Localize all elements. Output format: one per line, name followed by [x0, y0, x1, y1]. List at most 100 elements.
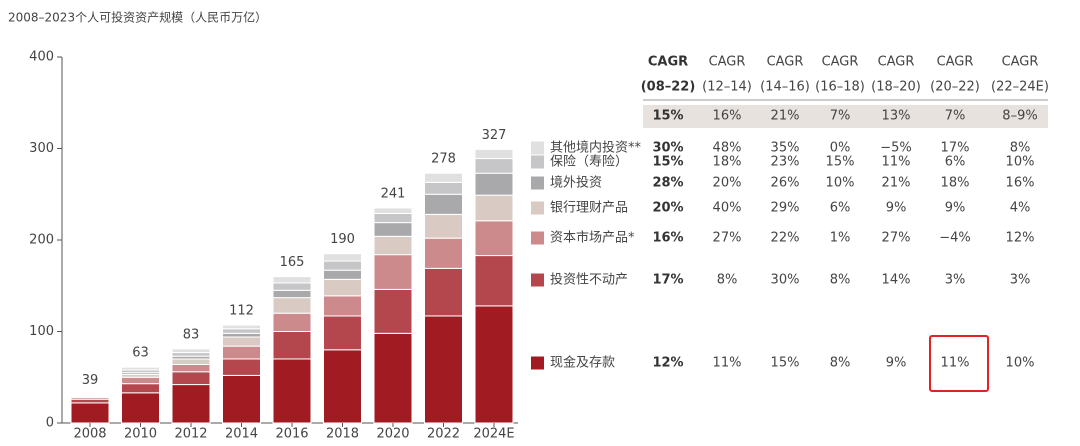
bar-segment	[171, 348, 211, 354]
bar-segment	[222, 374, 261, 424]
cagr-cell: 20%	[713, 176, 742, 191]
cagr-cell: 4%	[1010, 201, 1031, 216]
total-label: 112	[229, 304, 254, 319]
bar-segment	[474, 158, 514, 174]
cagr-period: (22–24E)	[991, 80, 1049, 95]
bar-segment	[424, 213, 463, 239]
bar-segment	[474, 255, 514, 307]
bar-segment	[171, 363, 211, 373]
total-label: 278	[431, 152, 456, 167]
bar-segment	[424, 181, 463, 195]
bar-segment	[323, 278, 362, 297]
cagr-cell: 3%	[1010, 273, 1031, 288]
cagr-cell: 9%	[886, 201, 907, 216]
y-tick-label: 300	[29, 141, 54, 156]
bar-segment	[121, 366, 160, 371]
bar-segment	[272, 297, 312, 314]
bar-segment	[474, 305, 514, 424]
bar-segment	[323, 260, 362, 271]
bar-segment	[222, 345, 261, 360]
bar-segment	[272, 282, 312, 291]
total-label: 190	[330, 232, 355, 247]
x-tick-label: 2012	[174, 427, 207, 442]
cagr-cell: 12%	[652, 356, 683, 371]
cagr-cell: −5%	[880, 141, 912, 156]
x-tick-label: 2022	[427, 427, 460, 442]
cagr-header: CAGR	[648, 55, 688, 70]
cagr-period: (08–22)	[641, 80, 696, 95]
cagr-cell: 16%	[1006, 176, 1035, 191]
legend-label: 现金及存款	[550, 355, 615, 371]
chart-title: 2008–2023个人可投资资产规模（人民币万亿）	[8, 10, 267, 25]
legend-label: 资本市场产品*	[550, 230, 635, 246]
legend-swatch	[531, 141, 544, 155]
cagr-cell: 9%	[945, 201, 966, 216]
cagr-total: 15%	[652, 109, 683, 124]
bar-segment	[424, 172, 463, 183]
cagr-cell: 21%	[882, 176, 911, 191]
bar-segment	[171, 371, 211, 386]
cagr-cell: 16%	[652, 231, 683, 246]
legend-swatch	[531, 201, 544, 215]
cagr-cell: 12%	[1006, 231, 1035, 246]
bar-segment	[272, 289, 312, 299]
y-tick-label: 0	[46, 416, 54, 431]
bar-segment	[373, 288, 413, 334]
cagr-cell: 27%	[882, 231, 911, 246]
total-label: 327	[482, 128, 507, 143]
x-tick-label: 2008	[73, 427, 106, 442]
bar-segment	[222, 328, 261, 334]
bar-segment	[70, 402, 110, 424]
bar-segment	[272, 312, 312, 333]
bar-segment	[373, 254, 413, 290]
bar-segment	[373, 207, 413, 214]
cagr-period: (18–20)	[871, 80, 921, 95]
cagr-cell: 10%	[1006, 356, 1035, 371]
x-tick-label: 2020	[376, 427, 409, 442]
legend-swatch	[531, 176, 544, 190]
bar-segment	[373, 332, 413, 424]
cagr-period: (16–18)	[815, 80, 865, 95]
cagr-cell: 11%	[713, 356, 742, 371]
cagr-cell: 9%	[886, 356, 907, 371]
bar-segment	[171, 352, 211, 357]
cagr-cell: 15%	[652, 155, 683, 170]
cagr-cell: 26%	[771, 176, 800, 191]
cagr-cell: 30%	[771, 273, 800, 288]
legend-label: 投资性不动产	[550, 272, 628, 288]
cagr-cell: 18%	[713, 155, 742, 170]
bar-segment	[474, 148, 514, 160]
cagr-total: 8–9%	[1002, 109, 1037, 124]
total-label: 241	[381, 186, 406, 201]
cagr-cell: −4%	[939, 231, 971, 246]
cagr-cell: 8%	[830, 273, 851, 288]
x-tick-label: 2016	[275, 427, 308, 442]
bar-segment	[70, 394, 110, 397]
total-label: 63	[132, 346, 149, 361]
cagr-cell: 17%	[941, 141, 970, 156]
x-tick-label: 2018	[326, 427, 359, 442]
cagr-cell: 15%	[826, 155, 855, 170]
total-row-band	[643, 105, 1048, 128]
bar-segment	[474, 220, 514, 257]
legend-label: 保险（寿险）	[550, 155, 628, 170]
bar-segment	[70, 398, 110, 404]
bar-segment	[222, 332, 261, 338]
legend-swatch	[531, 356, 544, 370]
y-tick-label: 400	[29, 50, 54, 65]
cagr-period: (14–16)	[760, 80, 810, 95]
cagr-header: CAGR	[709, 55, 746, 70]
cagr-cell: 6%	[945, 155, 966, 170]
cagr-cell: 10%	[826, 176, 855, 191]
cagr-period: (12–14)	[702, 80, 752, 95]
bar-segment	[222, 336, 261, 347]
bar-segment	[171, 358, 211, 365]
bar-segment	[323, 315, 362, 351]
cagr-cell: 20%	[652, 201, 683, 216]
legend-label: 其他境内投资**	[550, 140, 642, 156]
bar-segment	[121, 383, 160, 394]
bar-segment	[424, 315, 463, 424]
x-tick-label: 2024E	[473, 427, 514, 442]
cagr-cell: 3%	[945, 273, 966, 288]
total-label: 165	[280, 255, 305, 270]
